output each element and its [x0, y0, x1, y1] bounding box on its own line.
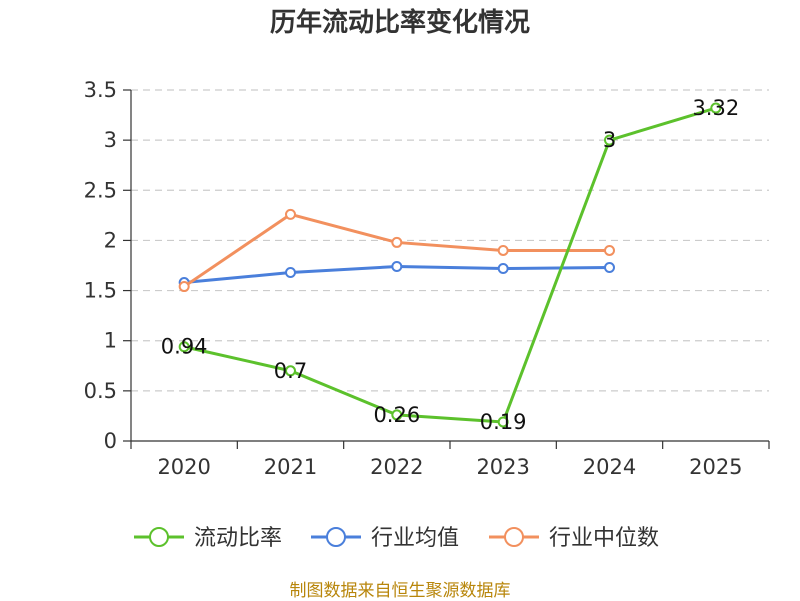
- y-tick-label: 1.5: [84, 279, 117, 303]
- data-point: [604, 262, 615, 274]
- legend-label: 流动比率: [194, 526, 282, 551]
- y-tick-label: 3: [104, 128, 117, 152]
- data-point: [391, 261, 403, 273]
- data-label: 0.94: [161, 335, 208, 359]
- x-tick-label: 2024: [583, 455, 636, 479]
- data-point: [497, 263, 509, 275]
- x-tick-label: 2021: [264, 455, 317, 479]
- y-tick-label: 0.5: [84, 379, 117, 403]
- data-point: [497, 244, 509, 256]
- x-tick-label: 2022: [370, 455, 423, 479]
- legend-label: 行业均值: [371, 526, 459, 551]
- data-point: [710, 102, 722, 114]
- legend-swatch-marker: [326, 527, 346, 547]
- y-tick-label: 0: [104, 429, 117, 453]
- y-tick-label: 1: [104, 329, 117, 353]
- y-tick-label: 2.5: [84, 178, 117, 202]
- data-label: 3: [603, 128, 616, 152]
- data-point: [391, 236, 403, 248]
- y-tick-label: 2: [104, 228, 117, 252]
- data-point: [285, 267, 296, 279]
- series-line: [183, 106, 717, 424]
- data-point: [391, 409, 403, 421]
- data-label: 0.7: [274, 359, 307, 383]
- data-point: [178, 281, 190, 293]
- legend-swatch-marker: [504, 527, 524, 547]
- x-tick-label: 2020: [157, 455, 210, 479]
- data-label: 0.19: [480, 410, 527, 434]
- data-point: [285, 208, 296, 220]
- y-tick-label: 3.5: [84, 78, 117, 102]
- data-point: [285, 365, 296, 377]
- legend-label: 行业中位数: [549, 526, 659, 551]
- x-tick-label: 2025: [689, 455, 742, 479]
- data-label: 3.32: [692, 96, 739, 120]
- legend-swatch-marker: [149, 527, 169, 547]
- data-source-note: 制图数据来自恒生聚源数据库: [289, 581, 511, 601]
- data-point: [604, 244, 615, 256]
- data-label: 0.26: [373, 403, 420, 427]
- data-point: [178, 341, 190, 353]
- data-point: [604, 134, 615, 146]
- x-tick-label: 2023: [476, 455, 529, 479]
- chart-title: 历年流动比率变化情况: [269, 8, 530, 38]
- data-point: [497, 416, 509, 428]
